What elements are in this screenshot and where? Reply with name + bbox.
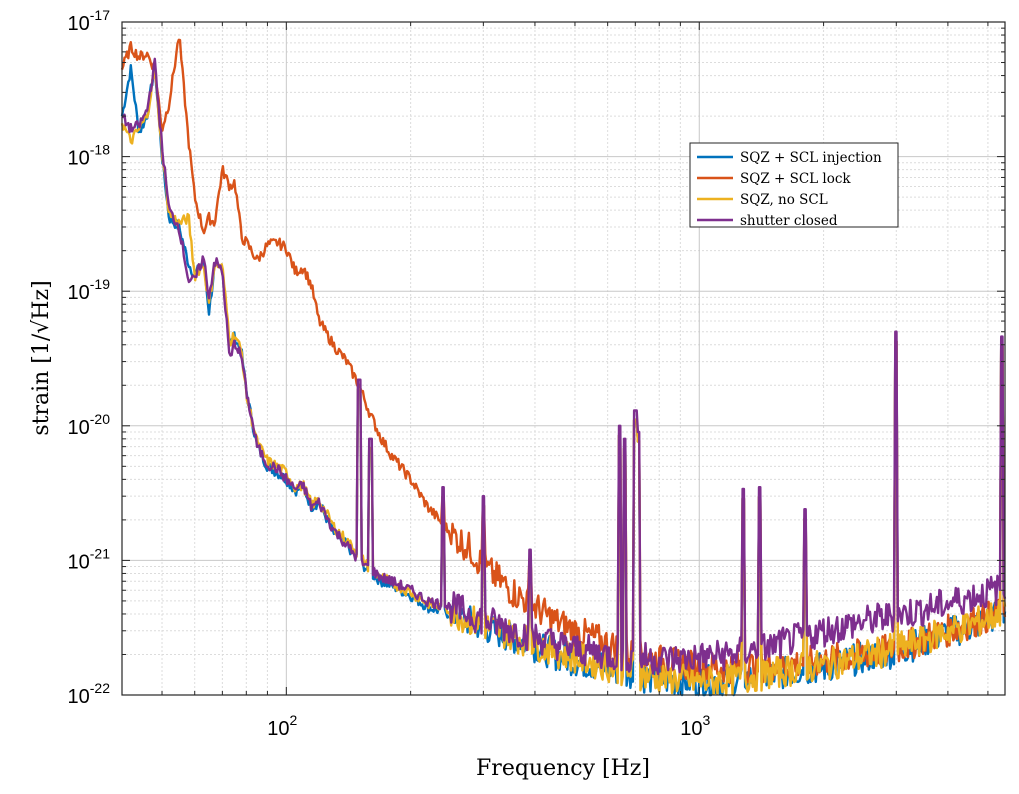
legend-label: SQZ, no SCL — [740, 192, 828, 208]
minor-grid — [121, 22, 1005, 695]
legend-label: SQZ + SCL injection — [740, 150, 882, 166]
y-axis-label: strain [1/√Hz] — [29, 280, 54, 435]
legend-label: SQZ + SCL lock — [740, 171, 851, 187]
plot-frame — [121, 21, 1006, 696]
x-tick-labels: 102 103 — [267, 712, 710, 740]
x-tick-label: 102 — [267, 712, 297, 740]
y-tick-label: 10-21 — [68, 545, 111, 573]
y-tick-label: 10-17 — [68, 7, 111, 35]
legend-label: shutter closed — [740, 213, 838, 229]
series-line-2 — [120, 38, 1007, 685]
legend: SQZ + SCL injection SQZ + SCL lock SQZ, no… — [689, 142, 899, 229]
series-line-4 — [121, 57, 1007, 676]
y-tick-labels: 10-17 10-18 10-19 10-20 10-21 10-22 — [68, 7, 111, 708]
x-tick-label: 103 — [680, 712, 710, 740]
x-axis-label: Frequency [Hz] — [476, 756, 650, 781]
series-line-3 — [120, 66, 1007, 697]
y-tick-label: 10-20 — [68, 411, 111, 439]
y-tick-label: 10-19 — [68, 276, 111, 304]
y-tick-label: 10-22 — [68, 680, 111, 708]
series-layer — [120, 38, 1007, 697]
tick-marks — [121, 22, 1005, 696]
y-tick-label: 10-18 — [68, 142, 111, 170]
